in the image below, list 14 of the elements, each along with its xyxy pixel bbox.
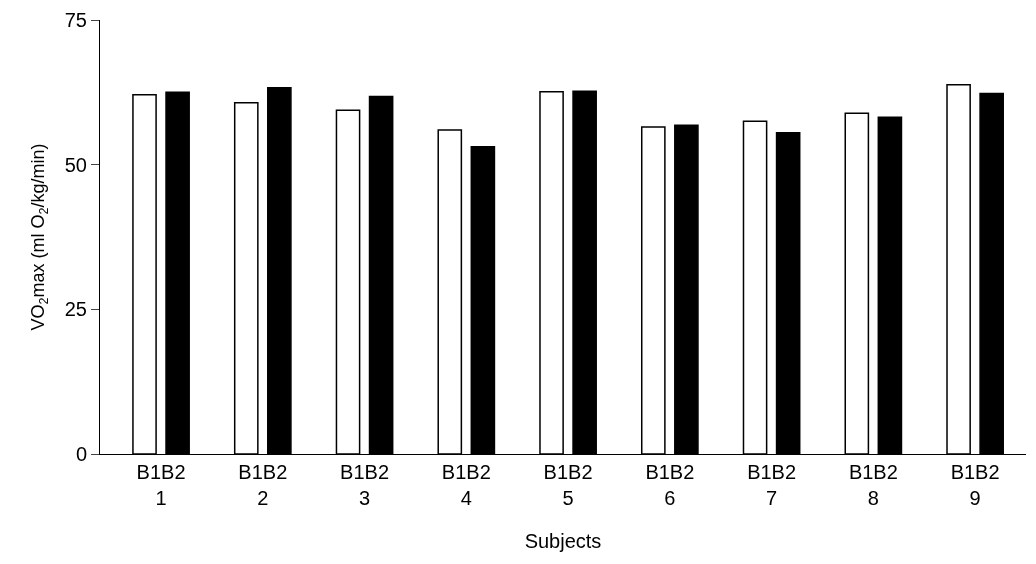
y-tick-label: 25 [64, 298, 87, 321]
x-axis-title: Subjects [524, 529, 602, 552]
x-tick-label: B1B2 5 [543, 461, 593, 509]
x-tick-label: B1B2 6 [645, 461, 695, 509]
y-tick-label: 75 [64, 9, 87, 31]
x-tick-label: B1B2 8 [848, 461, 898, 509]
x-tick-label: B1B2 2 [238, 461, 288, 509]
y-tick-label: 50 [64, 153, 87, 176]
x-tick-label: B1B2 1 [136, 461, 186, 509]
x-tick-label: B1B2 7 [747, 461, 797, 509]
y-tick-label: 0 [75, 443, 87, 465]
x-tick-label: B1B2 9 [950, 461, 1000, 509]
x-tick-label: B1B2 3 [340, 461, 390, 509]
x-tick-label: B1B2 4 [441, 461, 491, 509]
